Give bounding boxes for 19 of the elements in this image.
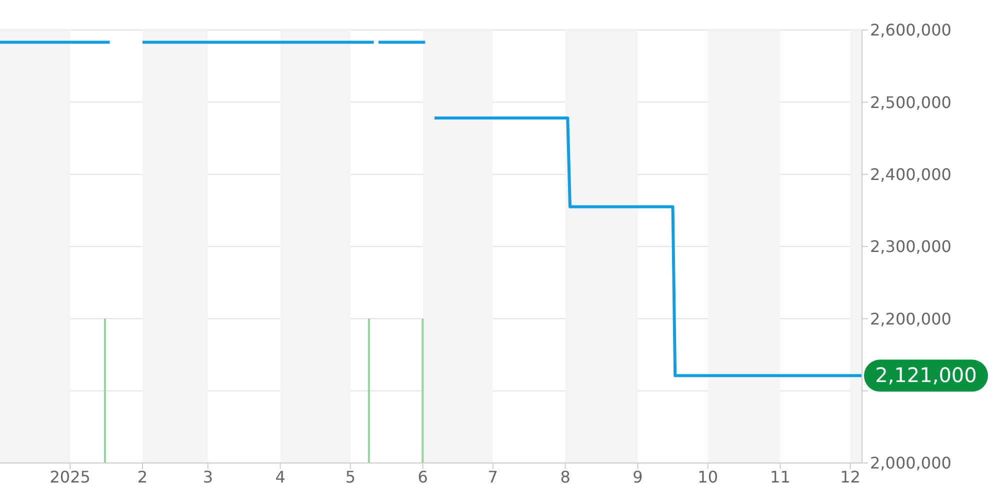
x-tick-label: 2025 <box>50 467 90 486</box>
y-tick-label: 2,600,000 <box>870 20 952 40</box>
x-tick-label: 12 <box>840 467 860 486</box>
x-tick-label: 8 <box>560 467 570 486</box>
y-tick-label: 2,400,000 <box>870 165 952 184</box>
x-tick-label: 9 <box>632 467 643 486</box>
x-tick-label: 10 <box>698 467 718 486</box>
y-tick-label: 2,500,000 <box>870 92 952 112</box>
x-tick-label: 2 <box>137 467 148 486</box>
x-tick-label: 5 <box>345 467 356 486</box>
x-tick-label: 3 <box>202 467 213 486</box>
x-tick-label: 4 <box>275 467 286 486</box>
x-tick-label: 6 <box>418 467 428 486</box>
x-tick-label: 7 <box>488 467 498 486</box>
data-label: 2,121,000 <box>875 363 977 388</box>
x-tick-label: 11 <box>770 467 790 486</box>
y-tick-label: 2,200,000 <box>870 309 952 328</box>
y-tick-label: 2,300,000 <box>870 237 952 256</box>
y-tick-label: 2,000,000 <box>870 454 952 473</box>
